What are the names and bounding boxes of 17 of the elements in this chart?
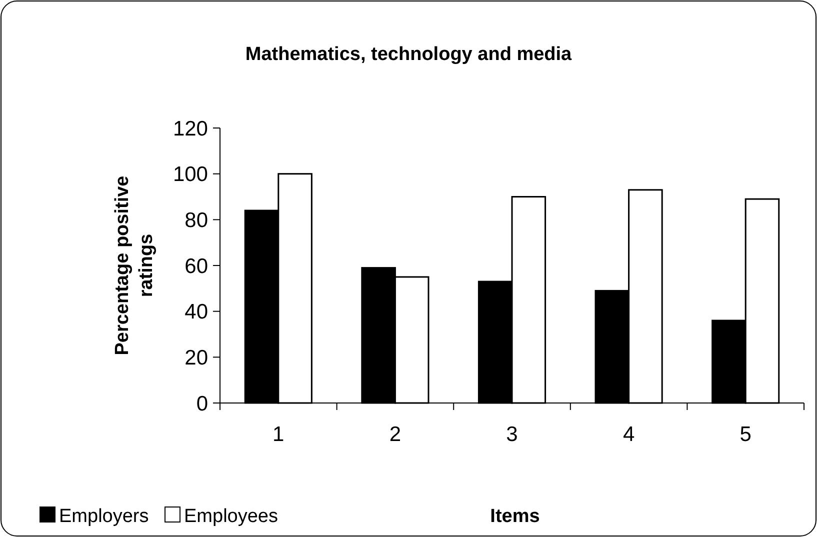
x-tick-label: 1 <box>272 423 284 446</box>
x-tick-label: 5 <box>740 423 752 446</box>
x-axis-title: Items <box>490 506 540 527</box>
x-tick-label: 4 <box>622 423 635 446</box>
y-axis-title: Percentage positive ratings <box>112 176 157 356</box>
legend-label: Employers <box>59 506 149 527</box>
legend-label: Employees <box>184 506 278 527</box>
chart-title: Mathematics, technology and media <box>245 44 572 65</box>
y-tick-label: 100 <box>172 163 208 186</box>
y-tick-label: 120 <box>172 117 208 140</box>
y-tick-label: 80 <box>184 209 208 232</box>
y-tick-label: 0 <box>196 392 208 416</box>
x-tick-label: 2 <box>389 423 402 446</box>
y-tick-label: 40 <box>184 300 208 324</box>
y-tick-label: 60 <box>184 254 208 278</box>
y-tick-label: 20 <box>184 346 208 370</box>
x-tick-label: 3 <box>506 423 518 446</box>
